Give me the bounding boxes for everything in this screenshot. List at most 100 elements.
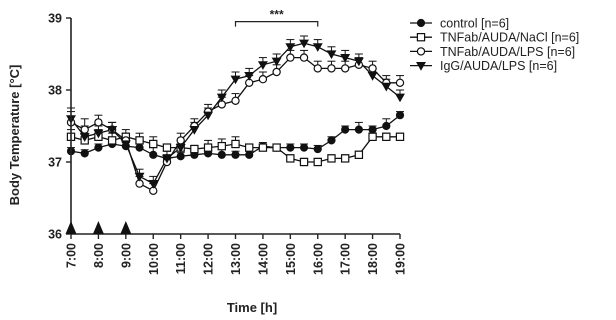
x-tick-label: 14:00 [256, 243, 270, 275]
data-point [245, 150, 254, 159]
data-point [231, 150, 240, 159]
data-point [272, 143, 281, 152]
data-point [217, 150, 226, 159]
y-tick-label: 37 [48, 156, 62, 170]
legend-marker [416, 47, 426, 56]
data-point [340, 154, 350, 163]
data-point [299, 39, 310, 49]
data-point [326, 50, 337, 60]
data-point [299, 143, 309, 152]
data-point [285, 43, 296, 52]
injection-marker [120, 221, 132, 234]
y-tick-label: 36 [48, 228, 62, 242]
x-tick-label: 11:00 [174, 243, 188, 274]
x-tick-label: 9:00 [119, 243, 133, 268]
x-axis-label: Time [h] [227, 300, 277, 315]
data-point [148, 180, 159, 189]
injection-marker [65, 221, 77, 234]
data-point [368, 125, 377, 134]
data-point [299, 53, 309, 62]
data-point [258, 74, 268, 84]
data-point [354, 150, 364, 159]
data-point [134, 172, 145, 182]
significance-bracket-line [234, 21, 319, 27]
data-point [313, 144, 322, 154]
x-tick-label: 10:00 [147, 243, 161, 275]
series-line [70, 42, 401, 185]
data-point [257, 61, 268, 70]
data-point [149, 150, 158, 159]
legend-label: IgG/AUDA/LPS [n=6] [440, 59, 557, 73]
x-tick-label: 8:00 [92, 243, 106, 268]
data-point [395, 111, 405, 120]
data-point [382, 121, 391, 131]
data-point [395, 93, 405, 103]
data-point [395, 78, 405, 88]
data-point [313, 64, 322, 73]
data-point [368, 132, 377, 141]
data-point [395, 132, 405, 141]
data-point [286, 53, 295, 62]
data-point [245, 143, 254, 152]
data-point [381, 82, 392, 92]
data-point [79, 133, 90, 142]
data-point [135, 136, 144, 145]
data-point [176, 152, 185, 161]
injection-marker [92, 221, 104, 234]
data-point [354, 125, 363, 134]
x-tick-label: 13:00 [229, 243, 243, 275]
data-point [313, 157, 322, 167]
data-point [368, 64, 377, 73]
data-point [203, 143, 213, 152]
data-point [382, 132, 391, 141]
data-point [327, 64, 336, 73]
data-point [80, 149, 89, 158]
data-point [230, 75, 241, 85]
data-point [340, 54, 351, 63]
data-point [299, 157, 309, 167]
data-point [272, 67, 281, 77]
data-point [286, 143, 295, 152]
legend-label: control [n=6] [440, 17, 509, 31]
data-point [244, 72, 255, 81]
data-point [340, 64, 350, 73]
data-point [94, 118, 103, 127]
data-point [217, 141, 226, 151]
data-point [93, 129, 104, 139]
data-points [66, 39, 405, 195]
data-point [107, 126, 118, 135]
data-point [94, 143, 103, 152]
data-point [353, 57, 364, 67]
data-point [189, 126, 200, 135]
x-tick-label: 12:00 [202, 243, 216, 275]
x-tick-label: 18:00 [366, 243, 380, 275]
legend: control [n=6]TNFab/AUDA/NaCl [n=6]TNFab/… [410, 17, 579, 73]
data-point [216, 93, 227, 103]
data-point [286, 154, 295, 163]
legend-label: TNFab/AUDA/LPS [n=6] [440, 45, 575, 59]
data-point [231, 139, 240, 149]
data-point [107, 136, 117, 145]
y-axis-label: Body Temperature [°C] [7, 65, 22, 206]
injection-markers [65, 221, 132, 234]
y-tick-label: 39 [48, 12, 62, 26]
legend-marker [416, 18, 426, 28]
x-tick-label: 7:00 [65, 243, 79, 268]
data-point [341, 125, 350, 134]
significance-label: *** [270, 8, 284, 22]
data-point [327, 136, 336, 145]
data-point [162, 143, 172, 152]
y-ticks: 36 37 38 39 [48, 12, 71, 242]
x-ticks: 7:00 8:00 9:00 10:00 11:00 12:00 13:00 14:00 15:… [65, 234, 408, 275]
y-tick-label: 38 [48, 84, 62, 98]
data-point [203, 111, 214, 121]
data-point [367, 72, 378, 81]
data-point [327, 154, 336, 163]
axes [70, 18, 400, 235]
significance-bracket: *** [234, 8, 319, 27]
data-point [312, 43, 323, 52]
data-point [176, 136, 185, 145]
data-point [161, 154, 172, 164]
data-point [271, 57, 282, 67]
